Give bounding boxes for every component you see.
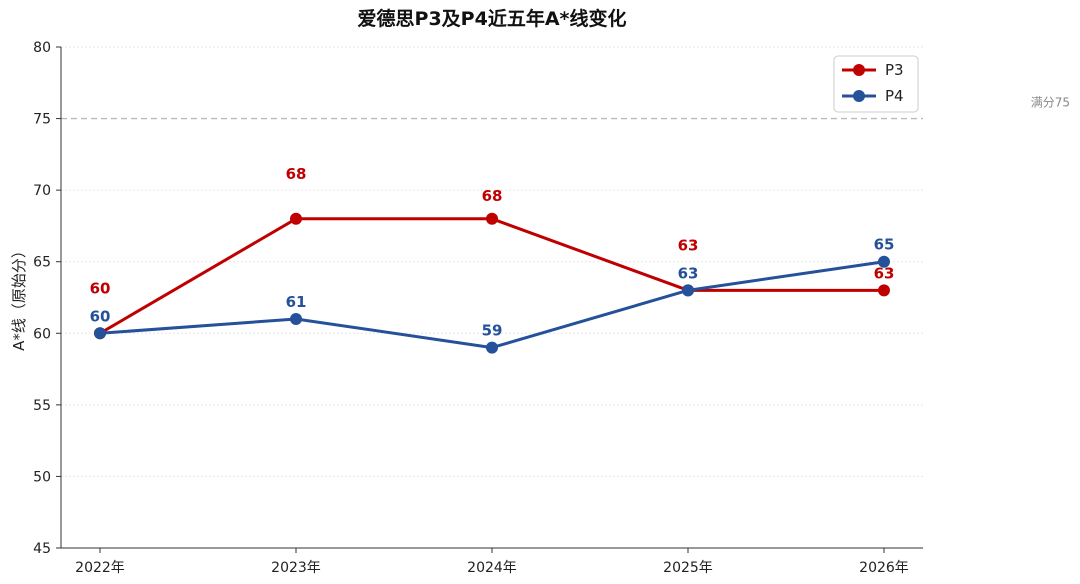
x-ticks: 2022年 2023年 2024年 2025年 2026年 [75,548,909,576]
data-point [486,212,498,225]
data-point [878,284,890,297]
data-label: 60 [90,279,111,297]
x-tick-label: 2025年 [663,560,713,576]
y-tick-label: 70 [33,183,51,199]
reference-line-group: 满分75 [61,96,1070,120]
data-label: 61 [286,293,307,311]
data-label: 63 [874,264,895,282]
data-label: 59 [482,322,503,340]
y-tick-label: 60 [33,326,51,342]
y-tick-label: 50 [33,469,51,485]
data-point [486,341,498,354]
data-label: 68 [482,187,503,205]
y-axis-title: A*线（原始分） [10,243,28,351]
axes [60,47,923,549]
data-label: 60 [90,307,111,325]
data-point [94,327,106,340]
legend-label-p4: P4 [885,87,904,105]
x-tick-label: 2022年 [75,560,125,576]
y-tick-label: 80 [33,40,51,56]
y-tick-label: 55 [33,398,51,414]
y-ticks: 45 50 55 60 65 70 75 80 [33,40,61,557]
y-tick-label: 45 [33,541,51,557]
chart-title: 爱德思P3及P4近五年A*线变化 [358,7,627,30]
series-line-p3 [99,217,884,335]
legend-label-p3: P3 [885,61,904,79]
data-point [682,284,694,297]
series [94,212,890,354]
data-label: 63 [678,236,699,254]
data-point [878,255,890,268]
data-labels: 60 68 68 63 63 60 61 59 63 65 [90,165,895,340]
data-point [290,312,302,325]
x-tick-label: 2026年 [859,560,909,576]
legend-box [833,55,919,113]
y-tick-label: 75 [33,112,51,128]
legend-marker-p3 [853,64,865,76]
y-tick-label: 65 [33,255,51,271]
x-tick-label: 2023年 [271,560,321,576]
x-tick-label: 2024年 [467,560,517,576]
data-point [290,212,302,225]
legend-marker-p4 [853,90,865,102]
grid [61,46,923,477]
data-label: 63 [678,264,699,282]
reference-line-label: 满分75 [1031,96,1070,110]
data-label: 68 [286,165,307,183]
data-label: 65 [874,236,895,254]
